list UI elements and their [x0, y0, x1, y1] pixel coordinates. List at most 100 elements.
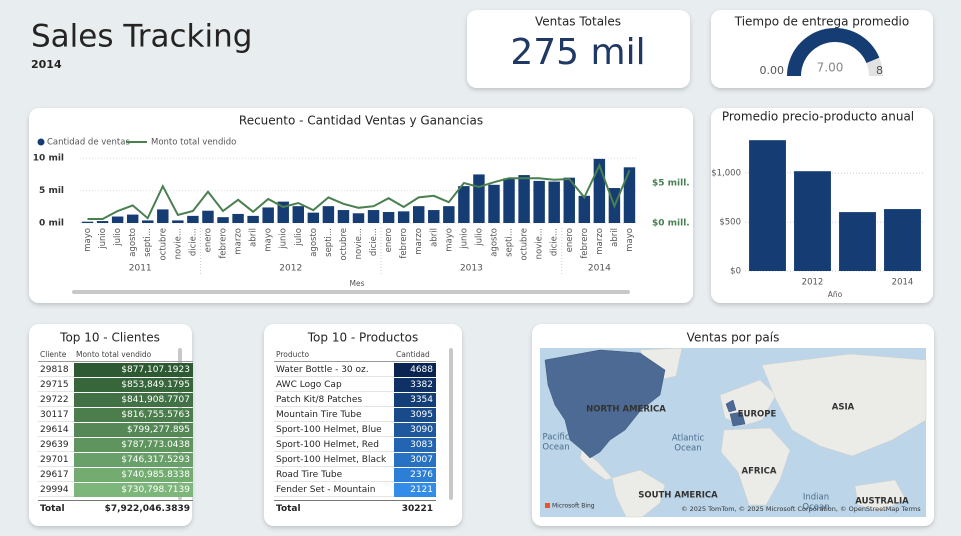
x-axis-title: Año — [828, 290, 843, 299]
ocean-label: Ocean — [542, 443, 569, 453]
table-cell: Fender Set - Mountain — [274, 483, 394, 497]
x-tick-label: agosto — [489, 228, 499, 257]
x-tick-label: septi... — [143, 228, 153, 257]
x-tick-label: marzo — [414, 228, 424, 255]
bar — [563, 177, 575, 223]
bar — [412, 206, 425, 223]
table-cell: $746,317.5293 — [74, 452, 193, 467]
bar — [473, 174, 485, 223]
bar — [157, 209, 169, 223]
table-row: Fender Set - Mountain 2121 — [274, 482, 436, 497]
ocean-label: Pacific — [542, 433, 569, 443]
x-tick-label: abril — [249, 228, 259, 247]
bar — [142, 220, 154, 223]
table-cell: Mountain Tire Tube — [274, 408, 394, 422]
column-header: Cantidad — [396, 350, 430, 359]
table-cell: 29614 — [38, 423, 74, 437]
bar — [382, 211, 395, 223]
bar — [217, 217, 229, 223]
table-cell: 29715 — [38, 378, 74, 392]
clients-table: Cliente Monto total vendido 29818 $877,107.… — [38, 348, 193, 517]
land — [720, 427, 791, 506]
column-header: Cliente — [40, 350, 67, 359]
table-cell: 3007 — [394, 452, 436, 467]
gauge-max: 8 — [876, 64, 883, 77]
table-cell: Road Tire Tube — [274, 468, 394, 482]
scrollbar — [449, 348, 453, 500]
x-axis-title: Mes — [350, 279, 365, 288]
table-total: Total $7,922,046.3839 — [38, 500, 193, 517]
y-tick-label: 10 mil — [33, 154, 64, 164]
x-tick-label: octubre — [520, 228, 530, 261]
x-tick-label: mayo — [625, 228, 635, 252]
x-tick-label: dicie... — [188, 228, 198, 256]
continent-label: NORTH AMERICA — [586, 405, 666, 415]
table-title: Top 10 - Productos — [307, 331, 418, 345]
bar — [81, 221, 94, 223]
map-title: Ventas por país — [687, 331, 780, 345]
table-cell: 2376 — [394, 467, 436, 482]
line — [87, 162, 631, 220]
bar — [187, 215, 199, 223]
continent-label: EUROPE — [738, 410, 777, 420]
map-shaded — [725, 399, 737, 413]
ocean-label: Ocean — [802, 503, 829, 513]
bar — [96, 221, 109, 223]
table-row: AWC Logo Cap 3382 — [274, 377, 436, 392]
bar — [247, 215, 259, 223]
bar — [277, 201, 289, 223]
table-cell: 29994 — [38, 483, 74, 497]
bar — [262, 207, 274, 223]
table-cell: $841,908.7707 — [74, 392, 193, 407]
bar — [428, 210, 440, 223]
x-tick-label: febrero — [399, 228, 409, 259]
table-row: 30117 $816,755.5763 — [38, 407, 193, 422]
table-cell: Total — [40, 504, 65, 514]
table-row: 29701 $746,317.5293 — [38, 452, 193, 467]
x-tick-label: 2014 — [892, 278, 914, 288]
map-logo: Microsoft Bing — [552, 503, 595, 510]
table-cell: 29722 — [38, 393, 74, 407]
table-cell: $787,773.0438 — [74, 437, 193, 452]
table-cell: 29639 — [38, 438, 74, 452]
table-row: Sport-100 Helmet, Blue 3090 — [274, 422, 436, 437]
bar — [458, 186, 470, 223]
x-tick-label: abril — [610, 228, 620, 247]
map — [540, 347, 927, 518]
legend-label: Monto total vendido — [151, 138, 236, 148]
table-row: Water Bottle - 30 oz. 4688 — [274, 362, 436, 377]
gauge-value — [787, 27, 880, 77]
table-cell: 3095 — [394, 407, 436, 422]
bar — [202, 210, 214, 223]
x-tick-label: junio — [98, 228, 108, 250]
year-label: 2013 — [460, 264, 483, 274]
table-row: Patch Kit/8 Patches 3354 — [274, 392, 436, 407]
column-header: Producto — [276, 350, 310, 359]
scrollbar — [72, 290, 630, 294]
x-tick-label: octubre — [158, 228, 168, 261]
bar — [794, 171, 831, 271]
year-label: 2011 — [129, 264, 152, 274]
bar — [443, 206, 455, 223]
bar — [593, 158, 606, 223]
chart-title: Promedio precio-producto anual — [722, 110, 914, 124]
table-total: Total 30221 — [274, 500, 436, 517]
bar — [352, 213, 365, 223]
table-cell: $877,107.1923 — [74, 362, 193, 377]
x-tick-label: enero — [384, 228, 394, 252]
x-tick-label: septi... — [505, 228, 515, 257]
x-tick-label: julio — [113, 228, 123, 247]
continent-label: ASIA — [832, 403, 855, 413]
table-cell: 30117 — [38, 408, 74, 422]
bar — [232, 213, 244, 223]
ocean-label: Ocean — [674, 444, 701, 454]
y-tick-label: $1,000 — [711, 169, 741, 179]
land — [761, 353, 927, 457]
column-header: Monto total vendido — [76, 350, 152, 359]
bar — [533, 180, 545, 223]
page-subtitle: 2014 — [31, 58, 62, 71]
table-cell: $740,985.8338 — [74, 467, 193, 482]
ocean-label: Atlantic — [672, 434, 705, 444]
